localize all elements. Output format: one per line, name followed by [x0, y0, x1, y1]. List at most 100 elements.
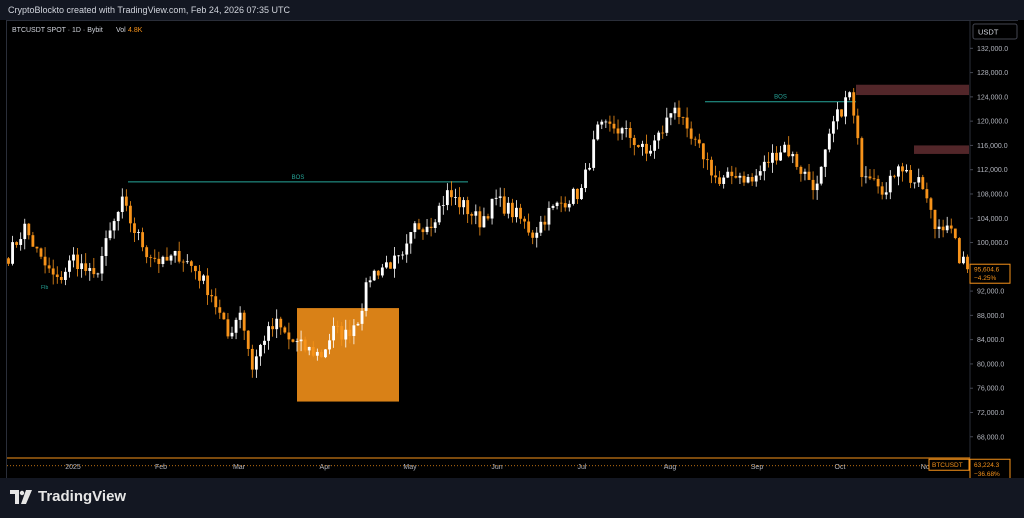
candle-body — [218, 307, 222, 313]
candle — [892, 174, 896, 179]
candle — [661, 125, 665, 139]
candle — [421, 227, 425, 240]
candle — [356, 322, 360, 327]
candle — [608, 115, 612, 132]
candle-body — [332, 325, 336, 341]
candle-body — [234, 319, 238, 333]
candle — [754, 169, 758, 187]
candle-body — [124, 196, 128, 206]
candle — [953, 228, 957, 240]
candle — [372, 269, 376, 282]
candle — [364, 277, 368, 317]
candle — [7, 257, 10, 266]
candle — [624, 120, 628, 138]
candle-body — [819, 166, 823, 184]
volume-value: 4.8K — [128, 27, 143, 34]
candle-body — [592, 139, 596, 168]
candle-body — [336, 325, 340, 327]
candle-body — [693, 138, 697, 140]
candle-body — [697, 139, 701, 144]
candle-body — [23, 223, 27, 240]
candle-body — [600, 121, 604, 125]
candle-body — [706, 159, 709, 161]
candle-body — [226, 319, 230, 337]
candle-body — [474, 211, 478, 216]
candle — [746, 174, 750, 184]
candle-body — [519, 207, 522, 219]
candle-body — [941, 226, 945, 231]
candle-body — [59, 276, 63, 280]
volume-label: Vol — [116, 27, 126, 34]
candle-body — [584, 169, 587, 188]
candle-body — [454, 197, 457, 198]
candle — [823, 149, 827, 178]
candle-body — [417, 223, 421, 230]
candle — [689, 121, 693, 145]
candle — [263, 335, 266, 354]
candle — [653, 134, 657, 159]
candle — [498, 187, 502, 207]
attribution-text: CryptoBlockto created with TradingView.c… — [8, 5, 290, 15]
candle — [141, 227, 145, 252]
candle — [897, 164, 900, 186]
candle-body — [628, 128, 632, 138]
tradingview-logo[interactable]: TradingView — [10, 488, 126, 505]
candle — [283, 325, 287, 334]
y-tick-label: 112,000.0 — [977, 167, 1008, 174]
candle — [945, 216, 949, 234]
chart-frame[interactable]: BOS BOS FIb 132,000.0 128,000.0 124,000.0 120… — [6, 20, 1019, 479]
candle — [645, 134, 648, 162]
currency-button[interactable]: USDT — [972, 23, 1018, 40]
candle — [222, 311, 226, 320]
candle — [433, 219, 437, 233]
candle — [254, 349, 258, 378]
candle — [819, 166, 823, 186]
candle — [250, 344, 254, 378]
candle-body — [575, 188, 579, 200]
candle — [153, 249, 157, 263]
candle — [120, 188, 124, 219]
candle — [669, 112, 673, 126]
candle-body — [746, 176, 750, 183]
candle-body — [376, 270, 380, 276]
candle — [234, 317, 238, 340]
candle-body — [844, 97, 848, 117]
candle — [15, 241, 19, 248]
price-tag-change: −36.68% — [974, 471, 1000, 478]
candle-body — [441, 205, 445, 206]
candle — [604, 119, 608, 128]
supply-zone[interactable] — [856, 84, 969, 96]
candle — [913, 182, 917, 189]
candle-body — [783, 144, 787, 153]
candle — [145, 245, 149, 264]
candle-body — [108, 230, 112, 239]
price-chart[interactable]: BOS BOS FIb 132,000.0 128,000.0 124,000.0 120… — [7, 21, 1019, 479]
candle-body — [222, 312, 226, 320]
candle — [68, 255, 71, 278]
candle — [884, 182, 888, 200]
candle-body — [389, 262, 392, 269]
candle-body — [490, 198, 494, 219]
y-tick-label: 72,000.0 — [977, 410, 1004, 417]
candle-body — [510, 202, 514, 218]
candle-body — [909, 169, 913, 183]
candle-body — [137, 232, 140, 233]
candle-body — [348, 329, 352, 336]
candle — [596, 121, 600, 141]
candle-body — [413, 223, 417, 233]
candle-body — [563, 203, 567, 208]
candle-body — [775, 152, 778, 161]
candle-body — [665, 117, 669, 133]
time-axis[interactable]: 2025 Feb Mar Apr May Jun Jul Aug Sep Oct Nov — [65, 464, 934, 471]
candle — [917, 168, 921, 188]
currency-button-label[interactable]: USDT — [978, 28, 999, 37]
candle-body — [807, 171, 811, 180]
candle — [344, 319, 348, 348]
candle — [59, 271, 63, 284]
candle — [872, 169, 876, 181]
candle — [27, 222, 31, 240]
fib-label: FIb — [41, 285, 48, 291]
candle — [966, 254, 969, 273]
supply-zone[interactable] — [914, 145, 969, 154]
candle-body — [275, 318, 279, 330]
